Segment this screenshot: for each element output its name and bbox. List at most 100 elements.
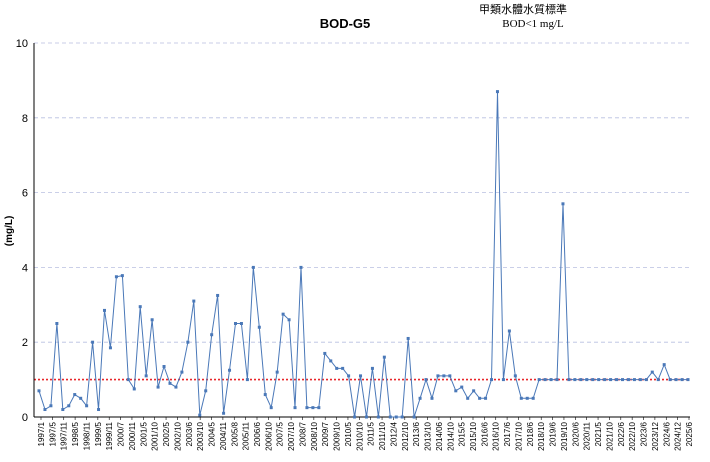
data-point [228, 368, 232, 372]
x-tick-label: 2000/11 [128, 421, 137, 450]
x-tick-label: 2002/5 [162, 421, 171, 446]
data-point [507, 329, 511, 333]
x-tick-label: 1998/5 [71, 421, 80, 446]
data-point [251, 265, 255, 269]
data-point [632, 378, 636, 382]
data-point [442, 374, 446, 378]
x-tick-label: 2001/10 [151, 421, 160, 450]
x-tick-label: 2012/10 [401, 421, 410, 450]
data-point [436, 374, 440, 378]
x-tick-label: 2022/6 [617, 421, 626, 446]
data-point [525, 396, 529, 400]
y-axis-label: (mg/L) [4, 216, 15, 247]
data-point [424, 378, 428, 382]
data-point [466, 396, 470, 400]
data-point [579, 378, 583, 382]
data-point [186, 340, 190, 344]
y-tick-label: 2 [22, 337, 28, 349]
x-tick-label: 2022/10 [628, 421, 637, 450]
data-point [567, 378, 571, 382]
data-point [603, 378, 607, 382]
data-point [317, 406, 321, 410]
data-point [144, 374, 148, 378]
data-point [430, 396, 434, 400]
x-tick-label: 2006/6 [253, 421, 262, 446]
data-point [91, 340, 95, 344]
x-tick-label: 2006/10 [264, 421, 273, 450]
data-point [222, 411, 226, 415]
data-point [323, 351, 327, 355]
data-point [376, 415, 380, 419]
data-point [233, 322, 237, 325]
data-point [347, 374, 351, 378]
data-point [656, 378, 660, 382]
data-point [168, 381, 172, 385]
x-tick-label: 2005/8 [230, 421, 239, 446]
x-tick-label: 2021/5 [594, 421, 603, 446]
x-tick-label: 1999/11 [105, 421, 114, 450]
x-tick-label: 2023/12 [651, 421, 660, 450]
data-point [454, 389, 458, 393]
data-point [674, 378, 678, 382]
x-tick-label: 2016/10 [492, 421, 501, 450]
data-point [644, 378, 648, 382]
x-tick-label: 1997/1 [37, 421, 46, 446]
x-tick-label: 1997/5 [48, 421, 57, 446]
data-point [102, 308, 106, 312]
x-tick-label: 2010/10 [355, 421, 364, 450]
x-tick-label: 2020/6 [571, 421, 580, 446]
x-tick-label: 2024/6 [662, 421, 671, 446]
data-point [67, 404, 71, 408]
x-tick-label: 2007/10 [287, 421, 296, 450]
gridlines [34, 42, 690, 343]
x-tick-label: 2002/10 [173, 421, 182, 450]
y-tick-label: 0 [22, 412, 28, 424]
data-point [686, 378, 690, 382]
data-point [412, 415, 416, 419]
data-point [418, 396, 422, 400]
data-point [621, 378, 625, 382]
x-tick-label: 2015/10 [469, 421, 478, 450]
x-tick-label: 2003/6 [185, 421, 194, 446]
data-point [162, 365, 166, 369]
data-point [132, 387, 136, 391]
x-tick-label: 2003/10 [196, 421, 205, 450]
data-point [311, 406, 315, 410]
y-tick-label: 6 [22, 188, 28, 200]
data-point [626, 378, 630, 382]
x-tick-label: 2013/10 [424, 421, 433, 450]
x-tick-label: 2009/7 [321, 421, 330, 446]
data-point [281, 312, 285, 316]
x-tick-label: 2019/6 [549, 421, 558, 446]
x-tick-label: 2008/10 [310, 421, 319, 450]
data-point [293, 406, 297, 410]
x-tick-label: 2011/5 [367, 421, 376, 445]
data-point [513, 374, 517, 378]
data-point [638, 378, 642, 382]
data-point [37, 389, 41, 393]
x-tick-label: 2015/5 [458, 421, 467, 446]
x-tick-label: 2011/10 [378, 421, 387, 450]
data-point [537, 378, 541, 382]
data-point [573, 378, 577, 382]
x-tick-label: 2009/10 [333, 421, 342, 450]
data-point [650, 370, 654, 374]
data-point [591, 378, 595, 382]
data-point [126, 378, 130, 382]
x-tick-label: 2017/10 [514, 421, 523, 450]
data-point [341, 366, 345, 370]
x-tick-label: 2013/6 [412, 421, 421, 446]
standard-annotation-line-1: 甲類水體水質標準 [479, 2, 567, 16]
data-point [448, 374, 452, 378]
x-tick-label: 2008/7 [298, 421, 307, 446]
data-point [210, 333, 214, 337]
x-tick-label: 2007/5 [276, 421, 285, 446]
x-tick-label: 2004/11 [219, 421, 228, 450]
bod-series-points [37, 90, 690, 419]
data-point [97, 408, 101, 412]
data-point [335, 366, 339, 370]
data-point [73, 393, 77, 397]
data-point [484, 396, 488, 400]
x-tick-label: 2005/11 [242, 421, 251, 450]
data-point [216, 293, 220, 297]
